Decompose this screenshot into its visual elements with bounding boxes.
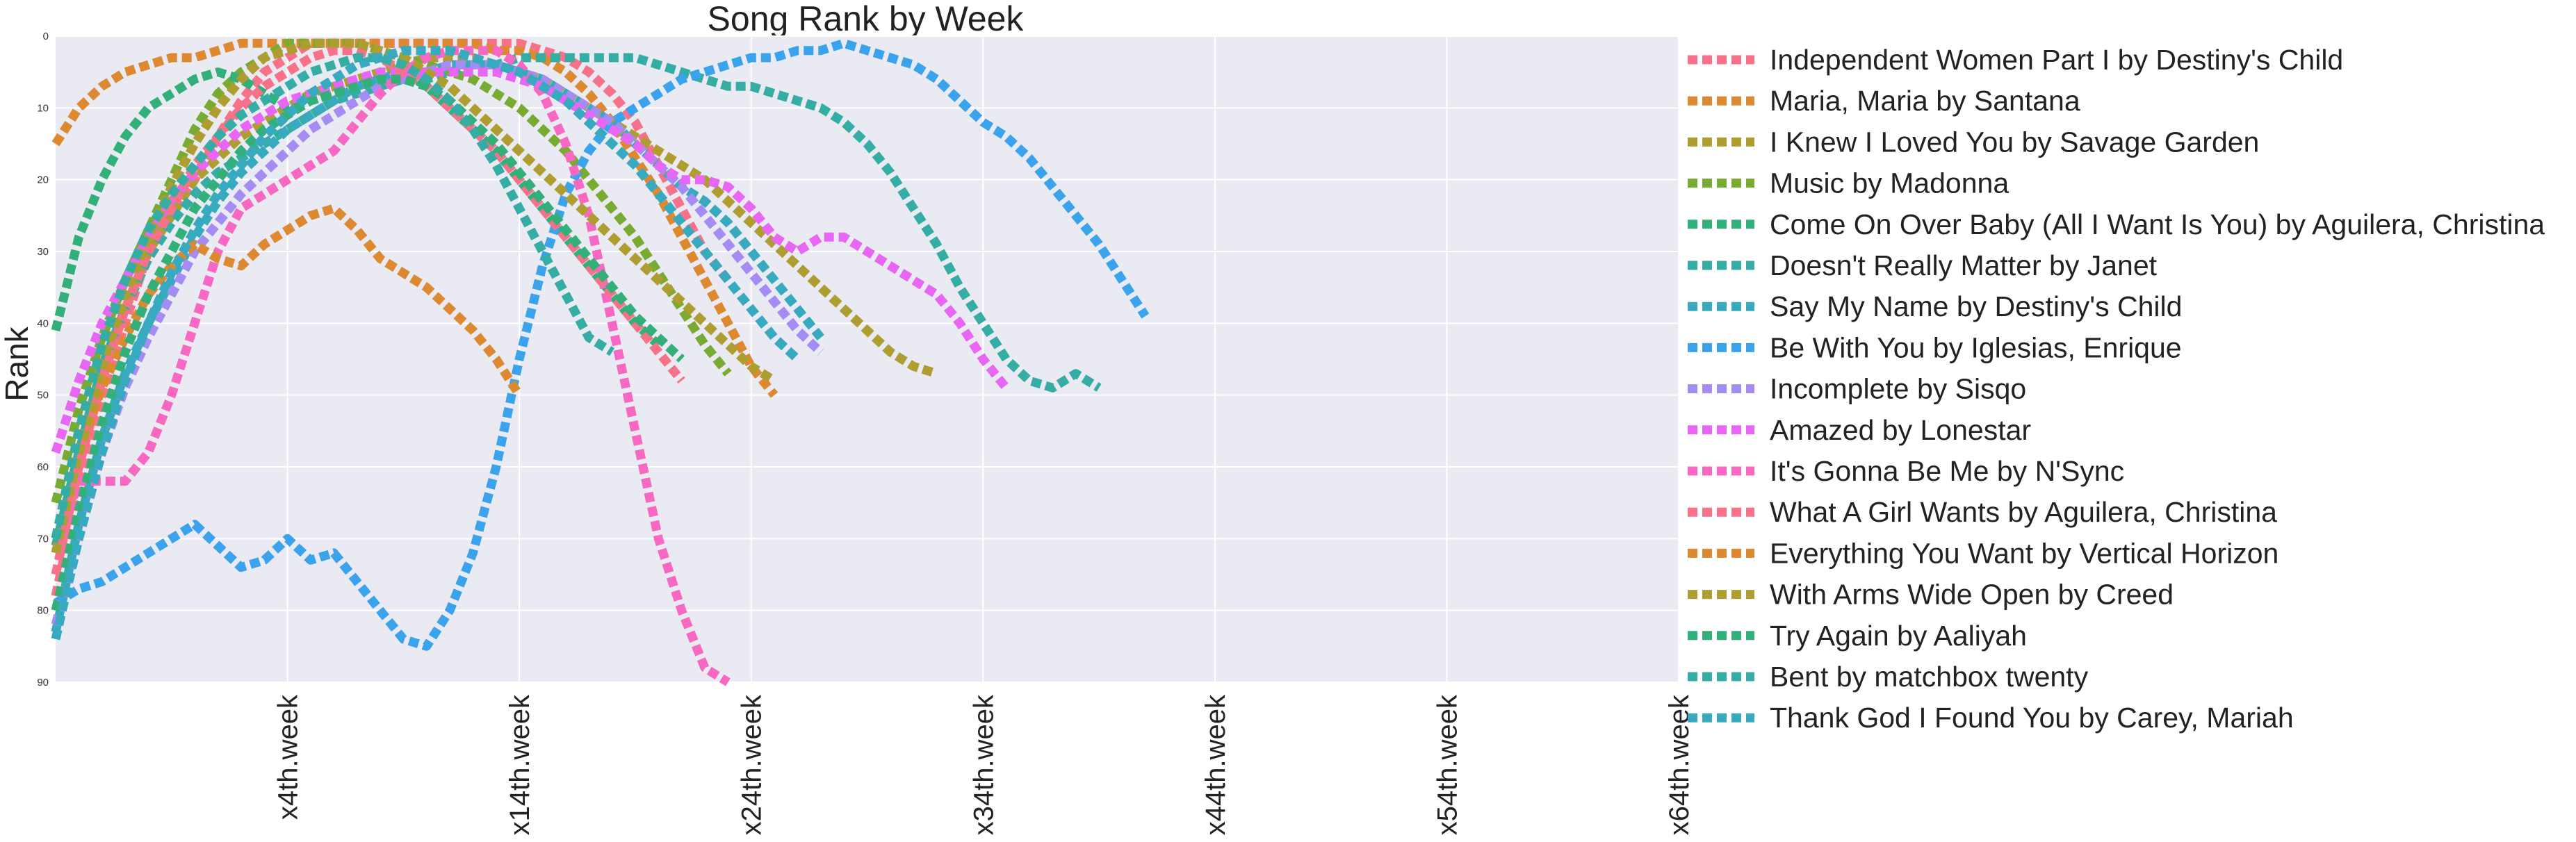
legend: Independent Women Part I by Destiny's Ch… xyxy=(1688,44,2545,734)
x-tick-label: x54th.week xyxy=(1432,694,1462,835)
series-line xyxy=(51,204,523,540)
legend-label: Bent by matchbox twenty xyxy=(1770,661,2089,693)
legend-label: Independent Women Part I by Destiny's Ch… xyxy=(1770,44,2343,76)
legend-label: It's Gonna Be Me by N'Sync xyxy=(1770,455,2124,487)
plot-area xyxy=(56,36,1679,682)
y-tick-label: 80 xyxy=(37,605,49,617)
legend-label: Thank God I Found You by Carey, Mariah xyxy=(1770,702,2294,734)
y-tick-label: 90 xyxy=(37,677,49,688)
y-axis-ticks: 0 10 20 30 40 50 60 70 80 90 xyxy=(37,31,49,688)
series-lines xyxy=(51,38,1150,686)
y-axis-label: Rank xyxy=(0,326,35,401)
x-tick-label: x44th.week xyxy=(1200,694,1231,835)
series-line xyxy=(51,46,801,641)
x-tick-label: x34th.week xyxy=(968,694,999,835)
chart-title: Song Rank by Week xyxy=(708,0,1025,38)
legend-label: I Knew I Loved You by Savage Garden xyxy=(1770,126,2259,158)
series-line xyxy=(51,74,685,612)
x-axis-ticks: x4th.week x14th.week x24th.week x34th.week x… xyxy=(273,694,1695,835)
series-line xyxy=(51,67,1010,454)
legend-label: Maria, Maria by Santana xyxy=(1770,85,2080,117)
y-tick-label: 20 xyxy=(37,174,49,186)
legend-label: Incomplete by Sisqo xyxy=(1770,373,2026,405)
legend-label: Music by Madonna xyxy=(1770,167,2009,199)
legend-label: Everything You Want by Vertical Horizon xyxy=(1770,537,2279,569)
legend-label: Be With You by Iglesias, Enrique xyxy=(1770,331,2182,363)
x-tick-label: x24th.week xyxy=(737,694,767,835)
series-line xyxy=(51,53,615,540)
x-tick-label: x14th.week xyxy=(505,694,535,835)
y-tick-label: 50 xyxy=(37,390,49,402)
y-tick-label: 70 xyxy=(37,533,49,545)
series-line xyxy=(51,38,778,398)
legend-label: What A Girl Wants by Aguilera, Christina xyxy=(1770,496,2277,528)
y-tick-label: 60 xyxy=(37,461,49,473)
legend-label: Come On Over Baby (All I Want Is You) by… xyxy=(1770,208,2545,240)
y-tick-label: 10 xyxy=(37,102,49,114)
legend-label: Try Again by Aaliyah xyxy=(1770,620,2027,652)
legend-label: Doesn't Really Matter by Janet xyxy=(1770,249,2158,281)
legend-label: With Arms Wide Open by Creed xyxy=(1770,579,2174,611)
x-tick-label: x4th.week xyxy=(273,694,304,820)
y-tick-label: 0 xyxy=(43,31,49,42)
series-line xyxy=(51,38,777,554)
series-line xyxy=(51,53,938,540)
legend-label: Say My Name by Destiny's Child xyxy=(1770,290,2182,322)
y-tick-label: 40 xyxy=(37,317,49,329)
y-tick-label: 30 xyxy=(37,246,49,258)
legend-label: Amazed by Lonestar xyxy=(1770,414,2031,446)
series-line xyxy=(51,60,824,626)
